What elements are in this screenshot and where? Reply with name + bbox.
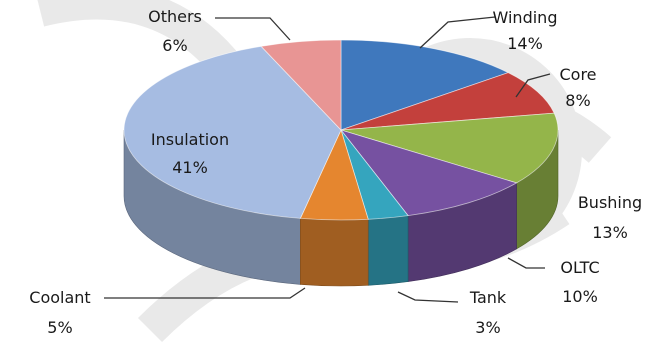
value-bushing: 13% <box>592 223 628 242</box>
pie-sides <box>123 129 559 287</box>
pie-slice-winding <box>340 39 510 131</box>
data-labels: Winding 14% Core 8% Bushing 13% OLTC 10% Tank 3% C… <box>29 7 642 337</box>
leader-line-others <box>215 17 291 41</box>
pie-slice-core <box>340 72 555 131</box>
pie-slice-bushing <box>340 112 559 184</box>
leader-line-winding <box>419 16 496 49</box>
value-winding: 14% <box>507 34 543 53</box>
pie-slice-insulation <box>123 45 342 219</box>
leader-line-core <box>515 73 551 98</box>
pie-slice-others <box>260 39 342 131</box>
value-tank: 3% <box>475 318 500 337</box>
pie-slice-oltc <box>339 129 518 217</box>
label-bushing: Bushing <box>578 193 642 212</box>
leader-line-tank <box>397 291 459 303</box>
value-core: 8% <box>565 91 590 110</box>
value-insulation: 41% <box>172 158 208 177</box>
leader-line-oltc <box>507 257 545 269</box>
label-insulation: Insulation <box>151 130 229 149</box>
label-others: Others <box>148 7 202 26</box>
leader-line-coolant <box>104 287 306 299</box>
label-winding: Winding <box>493 8 558 27</box>
pie-side-tank <box>367 215 409 286</box>
pie-tops <box>123 39 559 221</box>
pie-side-coolant <box>300 218 369 287</box>
leader-lines <box>104 16 551 303</box>
value-others: 6% <box>162 36 187 55</box>
label-tank: Tank <box>469 288 507 307</box>
value-coolant: 5% <box>47 318 72 337</box>
label-core: Core <box>559 65 596 84</box>
label-oltc: OLTC <box>560 258 599 277</box>
label-coolant: Coolant <box>29 288 90 307</box>
value-oltc: 10% <box>562 287 598 306</box>
